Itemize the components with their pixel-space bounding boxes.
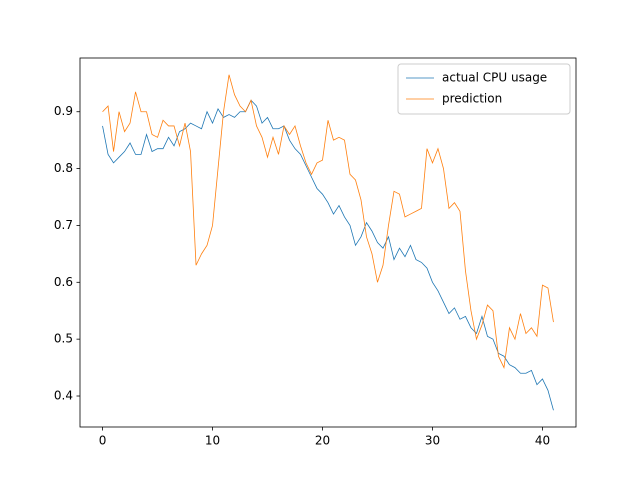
y-tick-label: 0.9 [54,104,73,118]
legend-frame [397,63,571,115]
legend: actual CPU usage prediction [397,63,571,115]
y-tick-label: 0.8 [54,161,73,175]
x-tick-label: 0 [99,434,107,448]
x-tick-label: 10 [205,434,220,448]
axes-frame [79,57,577,428]
x-tick-label: 40 [535,434,550,448]
y-tick-label: 0.4 [54,389,73,403]
y-tick-label: 0.5 [54,332,73,346]
series-line [102,99,554,411]
series-line [102,74,554,369]
legend-label: prediction [442,92,502,106]
x-tick-label: 30 [425,434,440,448]
y-tick-label: 0.7 [54,218,73,232]
x-tick-label: 20 [315,434,330,448]
legend-label: actual CPU usage [442,71,547,85]
y-tick-label: 0.6 [54,275,73,289]
